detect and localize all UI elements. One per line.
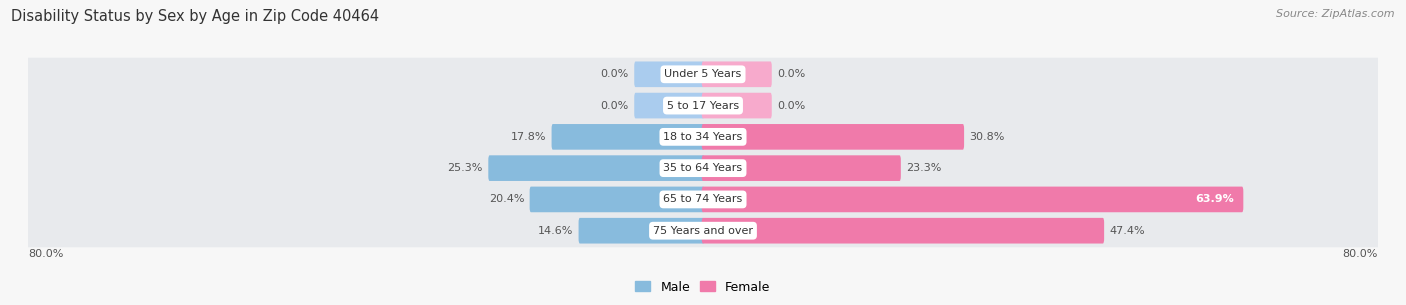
FancyBboxPatch shape bbox=[702, 187, 1243, 212]
Text: 0.0%: 0.0% bbox=[600, 69, 628, 79]
FancyBboxPatch shape bbox=[634, 93, 704, 118]
FancyBboxPatch shape bbox=[28, 58, 1378, 91]
FancyBboxPatch shape bbox=[702, 124, 965, 150]
Text: 23.3%: 23.3% bbox=[907, 163, 942, 173]
Text: 30.8%: 30.8% bbox=[970, 132, 1005, 142]
Text: Under 5 Years: Under 5 Years bbox=[665, 69, 741, 79]
Text: Source: ZipAtlas.com: Source: ZipAtlas.com bbox=[1277, 9, 1395, 19]
Text: 63.9%: 63.9% bbox=[1195, 194, 1233, 204]
Text: 18 to 34 Years: 18 to 34 Years bbox=[664, 132, 742, 142]
Text: Disability Status by Sex by Age in Zip Code 40464: Disability Status by Sex by Age in Zip C… bbox=[11, 9, 380, 24]
Text: 47.4%: 47.4% bbox=[1109, 226, 1146, 236]
Text: 75 Years and over: 75 Years and over bbox=[652, 226, 754, 236]
Text: 14.6%: 14.6% bbox=[537, 226, 574, 236]
FancyBboxPatch shape bbox=[702, 62, 772, 87]
Text: 0.0%: 0.0% bbox=[778, 101, 806, 111]
Text: 0.0%: 0.0% bbox=[778, 69, 806, 79]
FancyBboxPatch shape bbox=[579, 218, 704, 243]
Text: 80.0%: 80.0% bbox=[1343, 249, 1378, 260]
Text: 80.0%: 80.0% bbox=[28, 249, 63, 260]
FancyBboxPatch shape bbox=[530, 187, 704, 212]
FancyBboxPatch shape bbox=[634, 62, 704, 87]
FancyBboxPatch shape bbox=[28, 89, 1378, 122]
FancyBboxPatch shape bbox=[702, 155, 901, 181]
Text: 0.0%: 0.0% bbox=[600, 101, 628, 111]
Text: 65 to 74 Years: 65 to 74 Years bbox=[664, 194, 742, 204]
FancyBboxPatch shape bbox=[28, 120, 1378, 153]
Text: 20.4%: 20.4% bbox=[489, 194, 524, 204]
FancyBboxPatch shape bbox=[702, 218, 1104, 243]
Text: 17.8%: 17.8% bbox=[510, 132, 546, 142]
FancyBboxPatch shape bbox=[28, 183, 1378, 216]
FancyBboxPatch shape bbox=[28, 152, 1378, 185]
Text: 35 to 64 Years: 35 to 64 Years bbox=[664, 163, 742, 173]
FancyBboxPatch shape bbox=[551, 124, 704, 150]
FancyBboxPatch shape bbox=[702, 93, 772, 118]
Text: 25.3%: 25.3% bbox=[447, 163, 482, 173]
FancyBboxPatch shape bbox=[488, 155, 704, 181]
FancyBboxPatch shape bbox=[28, 214, 1378, 247]
Legend: Male, Female: Male, Female bbox=[630, 275, 776, 299]
Text: 5 to 17 Years: 5 to 17 Years bbox=[666, 101, 740, 111]
